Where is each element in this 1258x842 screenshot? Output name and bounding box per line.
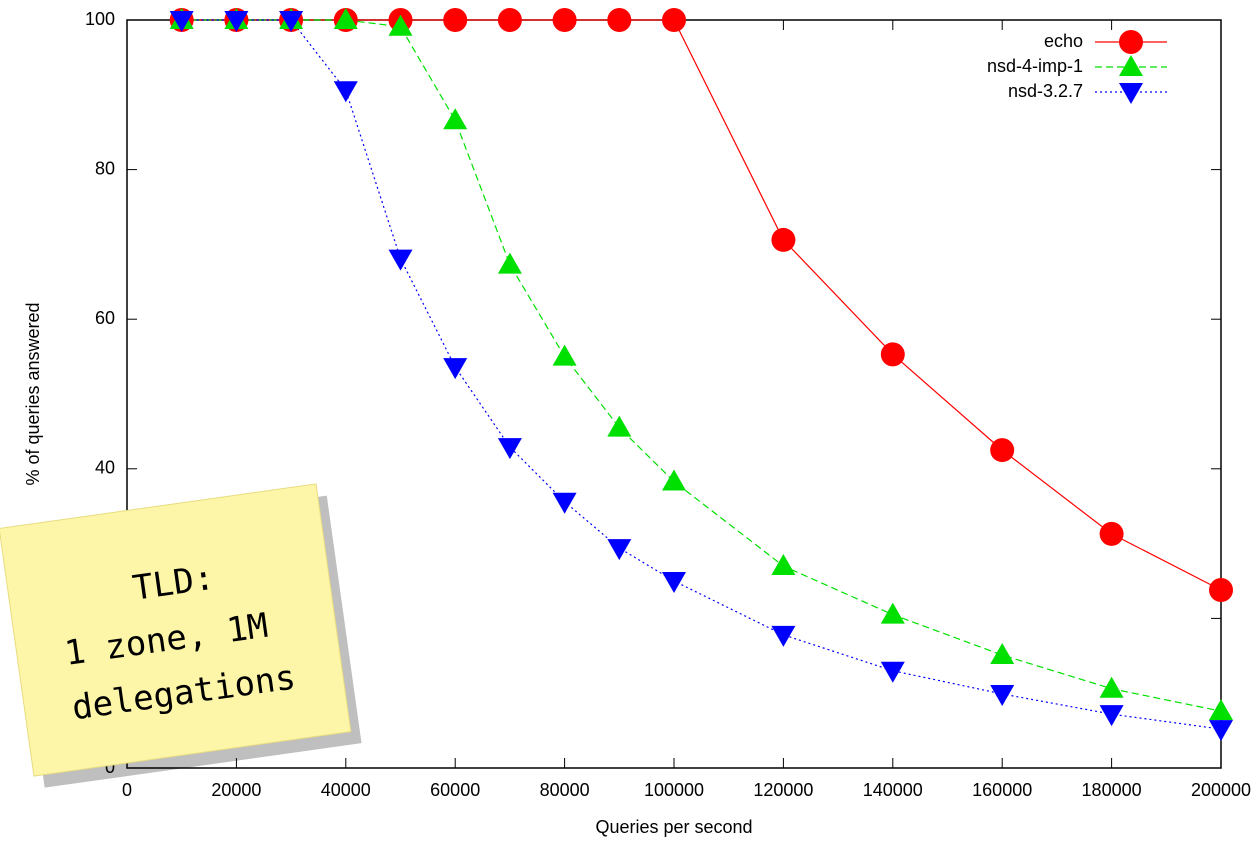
- marker: [1119, 30, 1143, 54]
- marker: [771, 554, 795, 575]
- marker: [553, 345, 577, 366]
- marker: [334, 81, 358, 102]
- marker: [1209, 720, 1233, 741]
- marker: [443, 108, 467, 129]
- marker: [607, 539, 631, 560]
- x-tick-label: 120000: [753, 780, 813, 800]
- marker: [881, 603, 905, 624]
- x-tick-label: 20000: [211, 780, 261, 800]
- chart: Queries per second % of queries answered…: [0, 0, 1258, 842]
- x-tick-label: 80000: [540, 780, 590, 800]
- x-tick-label: 0: [122, 780, 132, 800]
- marker: [990, 438, 1014, 462]
- y-axis-label: % of queries answered: [23, 302, 43, 485]
- x-tick-label: 60000: [430, 780, 480, 800]
- marker: [771, 626, 795, 647]
- marker: [990, 643, 1014, 664]
- legend-label: nsd-3.2.7: [1008, 81, 1083, 101]
- page: Queries per second % of queries answered…: [0, 0, 1258, 842]
- sticky-note: TLD: 1 zone, 1M delegations: [0, 483, 362, 789]
- marker: [443, 358, 467, 379]
- marker: [443, 8, 467, 32]
- marker: [1119, 83, 1143, 104]
- legend-label: nsd-4-imp-1: [987, 56, 1083, 76]
- marker: [553, 8, 577, 32]
- marker: [1100, 677, 1124, 698]
- marker: [553, 493, 577, 514]
- y-tick-label: 100: [85, 9, 115, 29]
- marker: [607, 416, 631, 437]
- marker: [498, 253, 522, 274]
- marker: [1100, 522, 1124, 546]
- x-tick-label: 100000: [644, 780, 704, 800]
- marker: [1209, 578, 1233, 602]
- y-tick-label: 60: [95, 308, 115, 328]
- y-tick-label: 40: [95, 458, 115, 478]
- x-tick-label: 140000: [863, 780, 923, 800]
- marker: [990, 685, 1014, 706]
- marker: [771, 228, 795, 252]
- x-axis-label: Queries per second: [595, 817, 752, 837]
- legend-label: echo: [1044, 31, 1083, 51]
- x-tick-label: 180000: [1082, 780, 1142, 800]
- x-tick-label: 40000: [321, 780, 371, 800]
- legend: echo nsd-4-imp-1 nsd-3.2.7: [987, 30, 1167, 104]
- marker: [662, 8, 686, 32]
- marker: [607, 8, 631, 32]
- marker: [498, 8, 522, 32]
- series-line: [182, 20, 1221, 590]
- marker: [662, 572, 686, 593]
- y-tick-label: 80: [95, 158, 115, 178]
- marker: [1119, 55, 1143, 76]
- x-tick-label: 160000: [972, 780, 1032, 800]
- marker: [881, 662, 905, 683]
- x-tick-label: 200000: [1191, 780, 1251, 800]
- marker: [389, 250, 413, 271]
- marker: [881, 342, 905, 366]
